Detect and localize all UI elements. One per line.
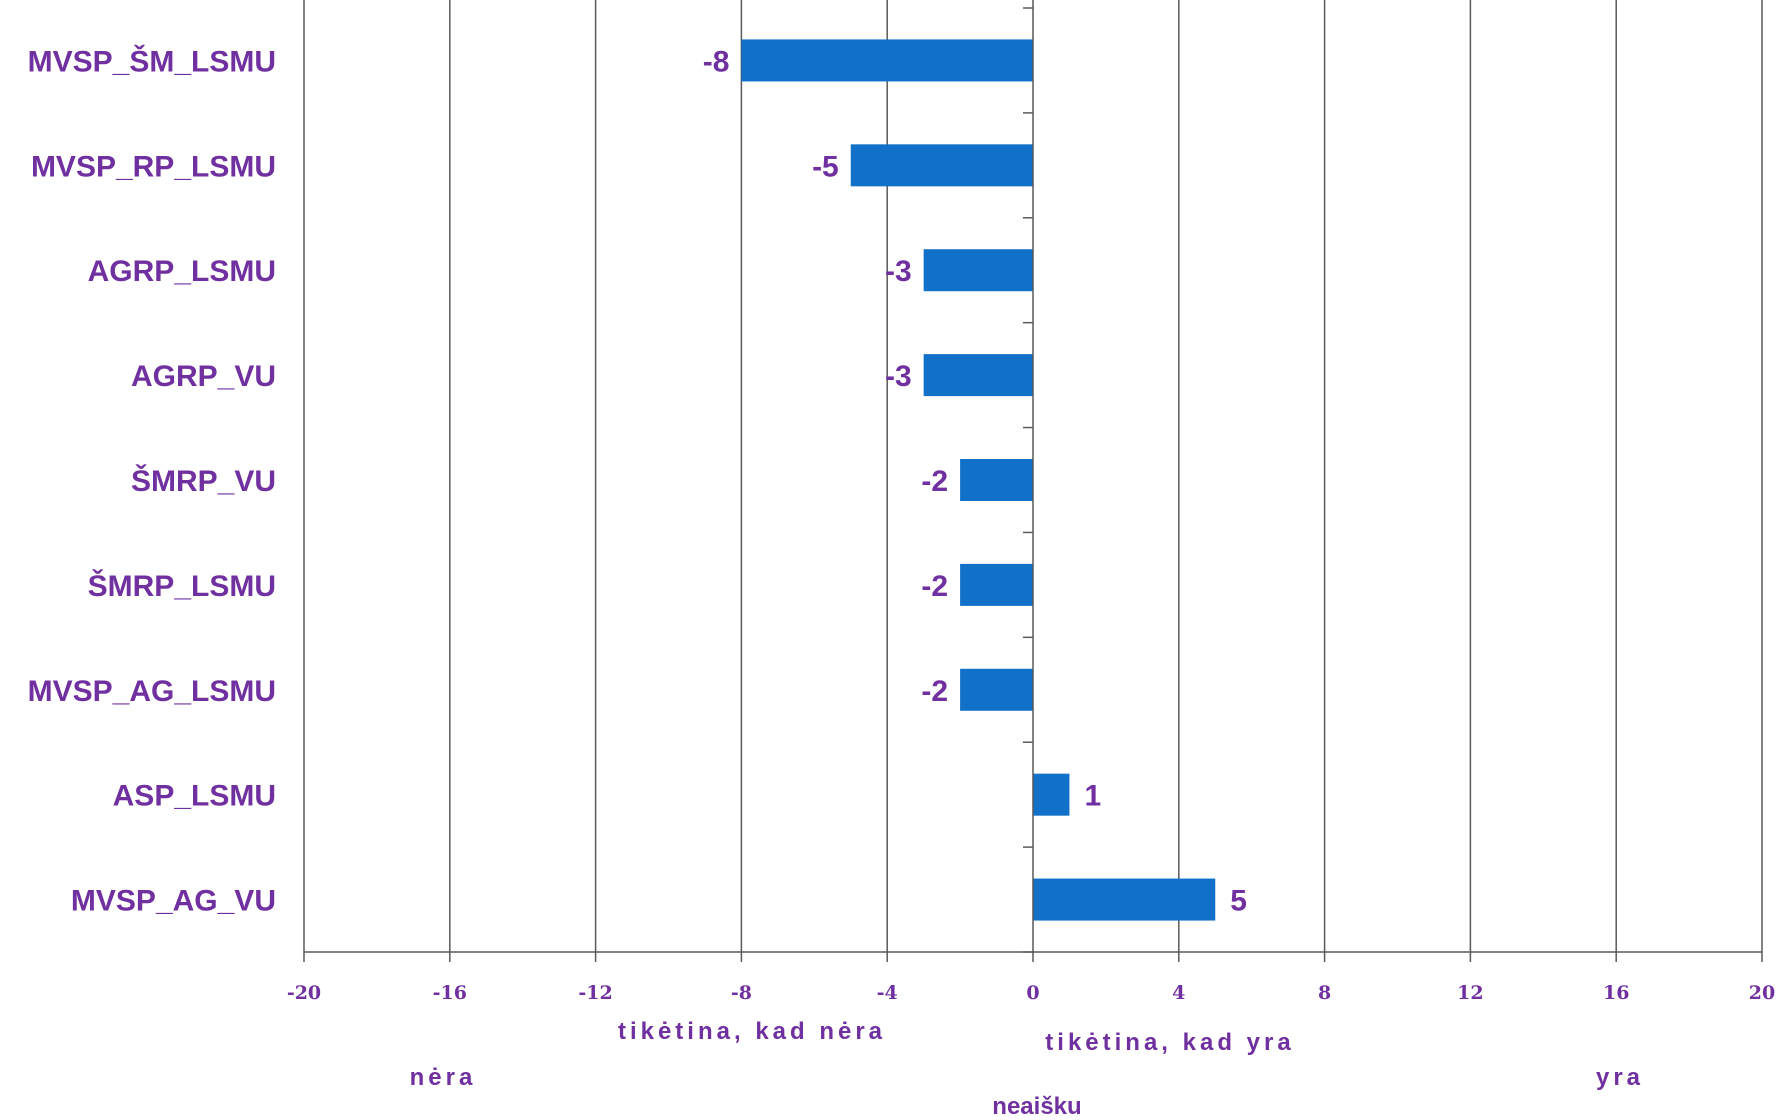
- annotation-unclear: neaišku: [992, 1093, 1081, 1120]
- x-tick-label-4: -4: [877, 982, 898, 1004]
- category-label-2: AGRP_LSMU: [88, 255, 276, 288]
- x-tick-label-0: -20: [287, 982, 321, 1004]
- category-label-6: MVSP_AG_LSMU: [28, 675, 276, 708]
- value-label-0: -8: [703, 45, 730, 78]
- x-tick-label-5: 0: [1026, 982, 1039, 1004]
- value-label-3: -3: [885, 360, 912, 393]
- annotation-no: nėra: [410, 1064, 477, 1091]
- value-label-2: -3: [885, 255, 912, 288]
- bar-5: [960, 563, 1033, 606]
- bar-6: [960, 668, 1033, 711]
- category-label-1: MVSP_RP_LSMU: [31, 150, 276, 183]
- value-label-6: -2: [921, 675, 948, 708]
- bar-3: [923, 354, 1033, 397]
- bar-1: [850, 144, 1033, 187]
- value-label-1: -5: [812, 150, 839, 183]
- category-label-5: ŠMRP_LSMU: [88, 569, 276, 603]
- value-label-5: -2: [921, 570, 948, 603]
- x-tick-label-6: 4: [1172, 982, 1185, 1004]
- x-tick-label-1: -16: [433, 982, 467, 1004]
- gridlines: [303, 0, 1763, 952]
- labels: -20 -16 -12 -8 -4 0 4 8 12 16 20 MVSP_ŠM_LSMU -8 MVSP…: [28, 44, 1776, 1004]
- category-label-8: MVSP_AG_VU: [71, 885, 276, 918]
- value-label-4: -2: [921, 465, 948, 498]
- x-tick-label-7: 8: [1318, 982, 1331, 1004]
- bar-4: [960, 459, 1033, 501]
- bar-7: [1033, 773, 1070, 816]
- x-tick-label-2: -12: [578, 982, 612, 1004]
- value-label-7: 1: [1084, 780, 1101, 813]
- category-label-7: ASP_LSMU: [113, 780, 276, 813]
- axes: [303, 0, 1763, 962]
- category-label-0: MVSP_ŠM_LSMU: [28, 44, 276, 78]
- x-tick-label-8: 12: [1457, 982, 1483, 1004]
- bar-0: [741, 39, 1033, 82]
- x-tick-label-10: 20: [1749, 982, 1775, 1004]
- value-label-8: 5: [1230, 885, 1247, 918]
- bar-2: [923, 249, 1033, 292]
- annotation-likely-yes: tikėtina, kad yra: [1045, 1029, 1294, 1056]
- bars: [741, 39, 1216, 921]
- bar-8: [1033, 878, 1216, 921]
- x-tick-label-3: -8: [731, 982, 752, 1004]
- category-label-3: AGRP_VU: [131, 360, 276, 393]
- category-label-4: ŠMRP_VU: [131, 464, 276, 498]
- x-tick-label-9: 16: [1603, 982, 1629, 1004]
- annotation-likely-not: tikėtina, kad nėra: [618, 1018, 886, 1045]
- annotation-yes: yra: [1596, 1064, 1644, 1091]
